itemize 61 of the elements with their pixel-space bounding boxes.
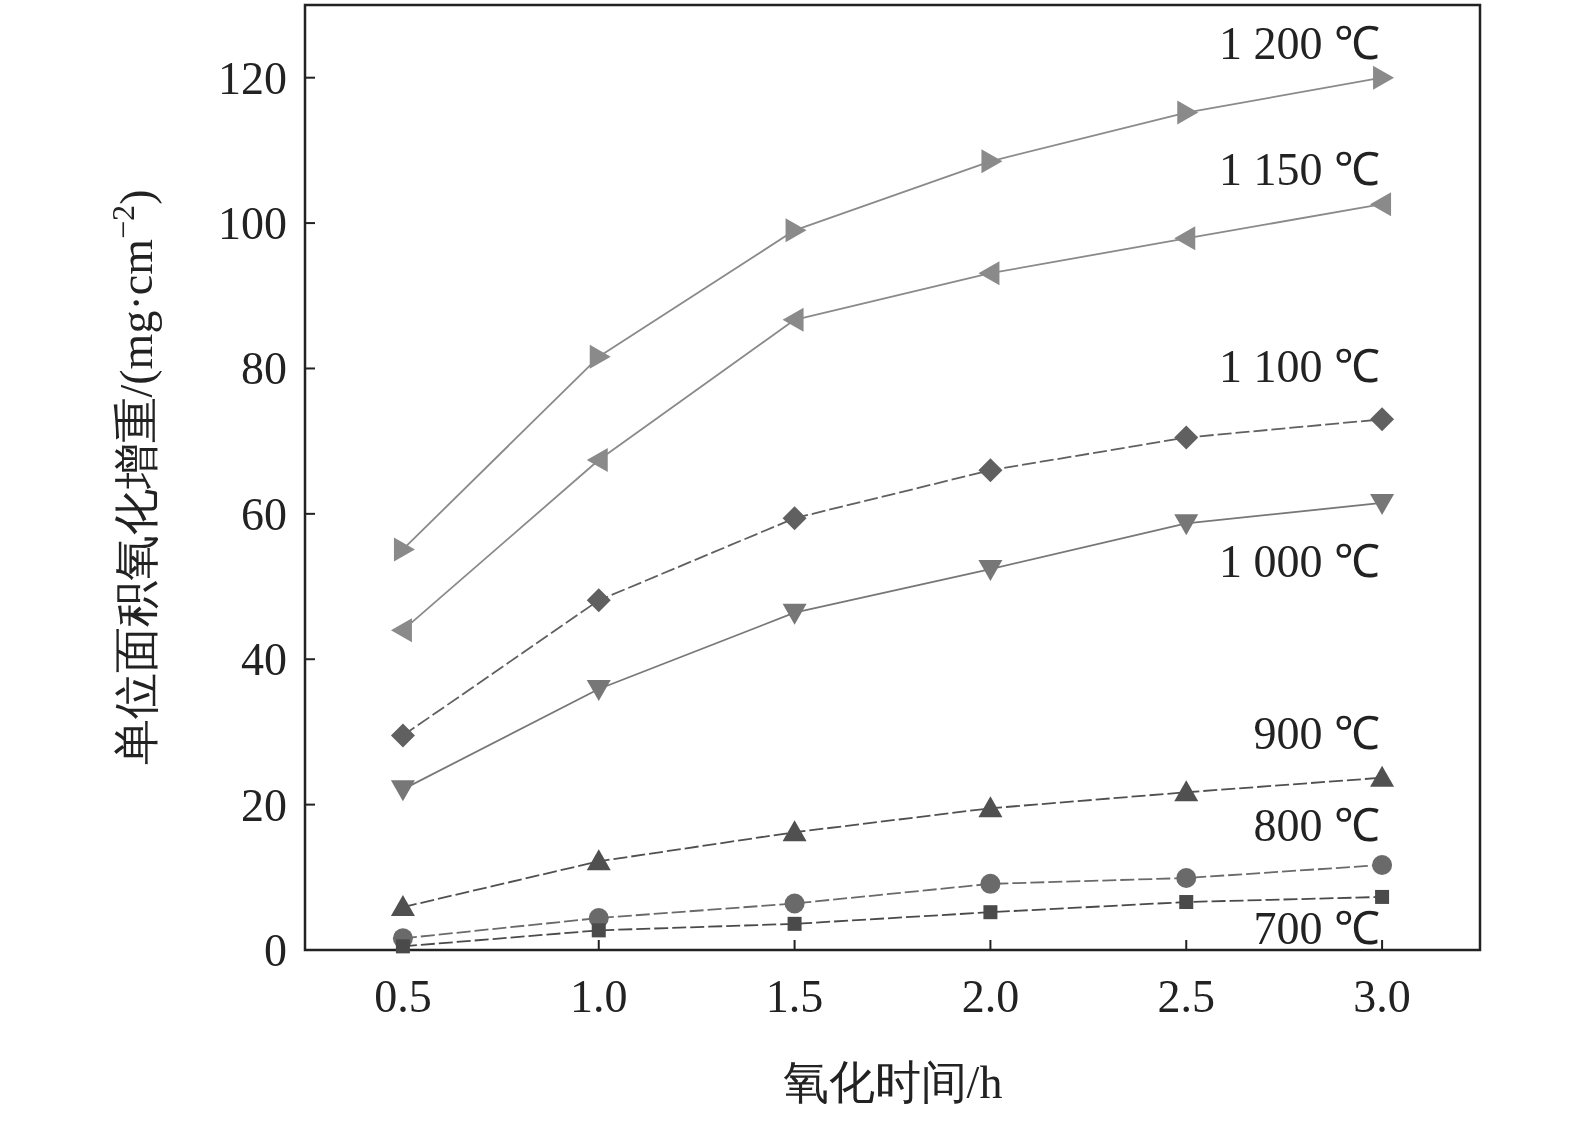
point <box>1179 895 1194 910</box>
point <box>978 560 1003 582</box>
y-tick-label: 120 <box>218 52 287 104</box>
point <box>1370 407 1395 432</box>
series-label: 1 150 ℃ <box>1219 144 1381 196</box>
point <box>782 603 807 625</box>
point <box>980 873 1001 894</box>
x-tick-label: 3.0 <box>1353 971 1411 1022</box>
point <box>586 849 611 871</box>
point <box>1176 868 1197 889</box>
point <box>390 895 415 917</box>
series-label: 900 ℃ <box>1253 707 1381 759</box>
y-tick-label: 40 <box>241 634 287 686</box>
point <box>1174 514 1199 536</box>
point <box>390 780 415 802</box>
point <box>978 458 1003 483</box>
y-tick-label: 100 <box>218 198 287 250</box>
point <box>1370 493 1395 515</box>
point <box>591 923 606 938</box>
y-tick-label: 60 <box>241 488 287 540</box>
point <box>1174 226 1196 251</box>
series-label: 700 ℃ <box>1253 902 1381 954</box>
point <box>1174 780 1199 802</box>
point <box>589 344 611 369</box>
point <box>978 261 1000 286</box>
point <box>782 820 807 842</box>
y-tick-label: 0 <box>264 925 287 976</box>
point <box>1372 854 1393 875</box>
y-tick-label: 20 <box>241 779 287 831</box>
point <box>1370 192 1392 217</box>
point <box>390 618 412 643</box>
point <box>1375 889 1390 904</box>
point <box>586 588 611 613</box>
point <box>1370 765 1395 787</box>
series-label: 1 200 ℃ <box>1219 17 1381 69</box>
point <box>390 723 415 748</box>
point <box>586 680 611 702</box>
x-tick-label: 2.5 <box>1157 971 1215 1022</box>
y-tick-label: 80 <box>241 343 287 395</box>
series-label: 1 100 ℃ <box>1219 341 1381 393</box>
point <box>981 149 1003 174</box>
point <box>393 537 415 562</box>
x-tick-label: 0.5 <box>374 971 432 1022</box>
point <box>787 916 802 931</box>
x-tick-label: 1.0 <box>570 971 628 1022</box>
series-label: 1 000 ℃ <box>1219 535 1381 587</box>
point <box>1174 425 1199 450</box>
x-tick-label: 2.0 <box>961 971 1020 1022</box>
point <box>1373 65 1395 90</box>
point <box>395 939 410 954</box>
point <box>782 307 804 332</box>
x-axis-title: 氧化时间/h <box>782 1057 1003 1108</box>
point <box>784 893 805 914</box>
x-tick-label: 1.5 <box>765 971 824 1022</box>
point <box>983 905 998 920</box>
point <box>785 218 807 243</box>
point <box>978 796 1003 818</box>
point <box>1177 100 1199 125</box>
point <box>586 448 608 473</box>
point <box>782 506 807 531</box>
series-label: 800 ℃ <box>1253 799 1381 851</box>
